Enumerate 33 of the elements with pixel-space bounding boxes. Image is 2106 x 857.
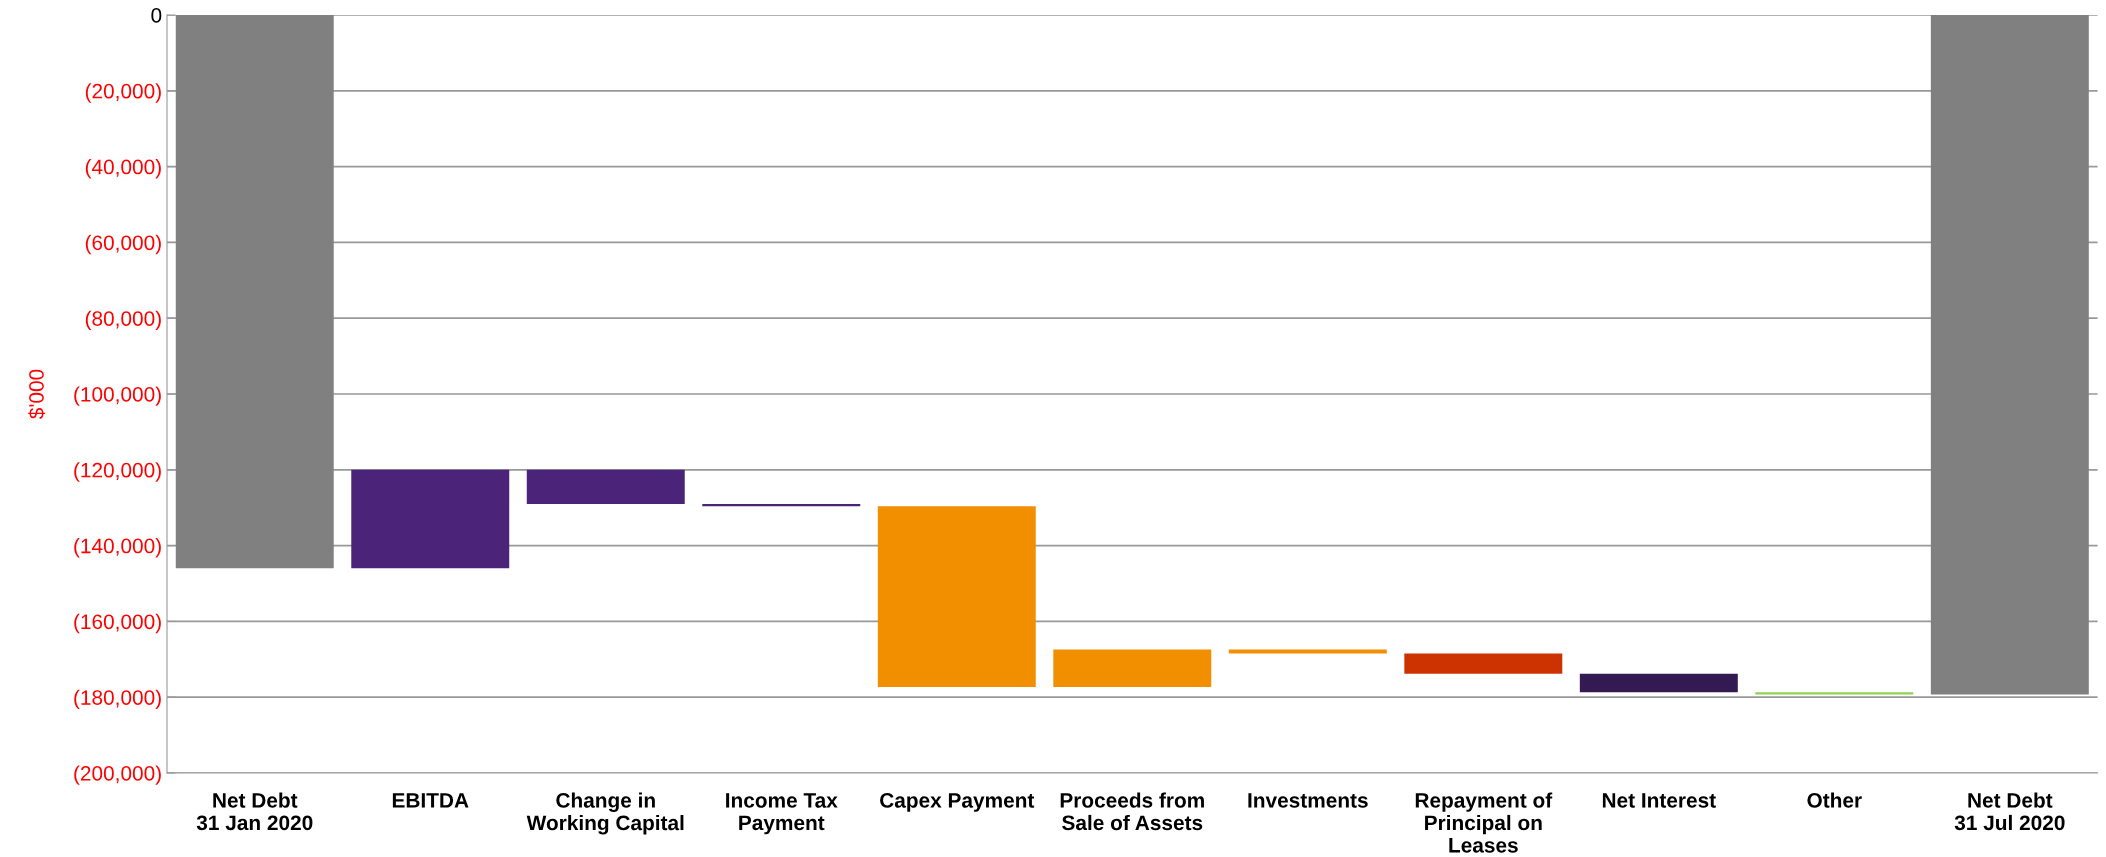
bar: [1404, 653, 1563, 674]
y-tick-label: (20,000): [85, 83, 161, 103]
y-tick-label: (160,000): [74, 613, 161, 634]
y-tick-label: (180,000): [74, 689, 161, 710]
bar: [1228, 649, 1387, 654]
bar: [526, 469, 685, 504]
x-tick-label: Net Interest: [1602, 793, 1716, 808]
x-tick-label: Other: [1807, 792, 1862, 808]
x-tick-label: EBITDA: [392, 793, 469, 808]
bar: [1579, 673, 1738, 693]
x-tick-label: Repayment of Principal on Leases: [1415, 792, 1553, 853]
y-tick-label: (80,000): [85, 310, 161, 331]
bar: [1930, 15, 2089, 695]
x-tick-label: Net Debt 31 Jul 2020: [1954, 792, 2065, 831]
y-axis-title: $'000: [28, 369, 46, 419]
y-tick-label: (120,000): [74, 462, 161, 482]
y-tick-label: (200,000): [74, 765, 161, 785]
y-tick-label: (60,000): [85, 234, 161, 255]
y-tick-label: (140,000): [74, 538, 161, 558]
bar: [1053, 649, 1212, 687]
x-tick-label: Capex Payment: [880, 792, 1035, 812]
bar: [1755, 692, 1914, 695]
x-tick-label: Proceeds from Sale of Assets: [1060, 792, 1204, 831]
x-tick-label: Net Debt 31 Jan 2020: [196, 792, 313, 831]
bar: [877, 506, 1036, 687]
x-tick-label: Investments: [1248, 793, 1368, 808]
x-tick-label: Change in Working Capital: [526, 792, 684, 835]
bar: [175, 15, 334, 569]
y-tick-label: (100,000): [74, 386, 161, 406]
bar: [351, 469, 510, 569]
y-tick-label: 0: [151, 8, 162, 23]
x-tick-label: Income Tax Payment: [726, 793, 838, 835]
y-tick-label: (40,000): [85, 159, 161, 179]
